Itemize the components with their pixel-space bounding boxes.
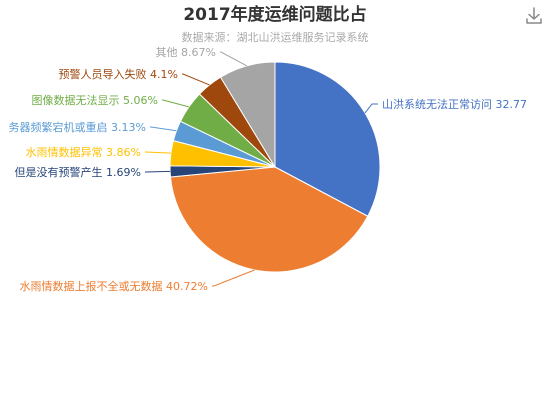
- pie-slices: [169, 61, 381, 273]
- pie-slice[interactable]: [219, 61, 276, 169]
- label-leader-line: [145, 170, 171, 173]
- label-leader-line: [364, 103, 378, 114]
- label-leader-line: [150, 126, 177, 132]
- label-leader-line: [220, 51, 247, 67]
- label-leader-line: [145, 151, 171, 154]
- slice-label: 山洪系统无法正常访问 32.77: [382, 97, 527, 111]
- label-leader-line: [162, 99, 190, 108]
- slice-label: 其他 8.67%: [156, 46, 216, 59]
- slice-label: 但是没有预警产生 1.69%: [15, 165, 141, 179]
- slice-label: 务器频繁宕机或重启 3.13%: [9, 120, 146, 134]
- pie-labels: 山洪系统无法正常访问 32.77 水雨情数据上报不全或无数据 40.72% 但是没有…: [9, 46, 527, 293]
- label-leader-line: [212, 269, 255, 287]
- download-icon[interactable]: [524, 6, 544, 26]
- chart-subtitle: 数据来源：湖北山洪运维服务记录系统: [182, 30, 369, 44]
- slice-label: 水雨情数据上报不全或无数据 40.72%: [20, 279, 208, 293]
- slice-label: 水雨情数据异常 3.86%: [26, 145, 141, 159]
- label-leader-line: [182, 73, 210, 86]
- chart-title: 2017年度运维问题比占: [183, 4, 366, 25]
- slice-label: 图像数据无法显示 5.06%: [32, 93, 158, 107]
- slice-label: 预警人员导入失败 4.1%: [59, 67, 178, 81]
